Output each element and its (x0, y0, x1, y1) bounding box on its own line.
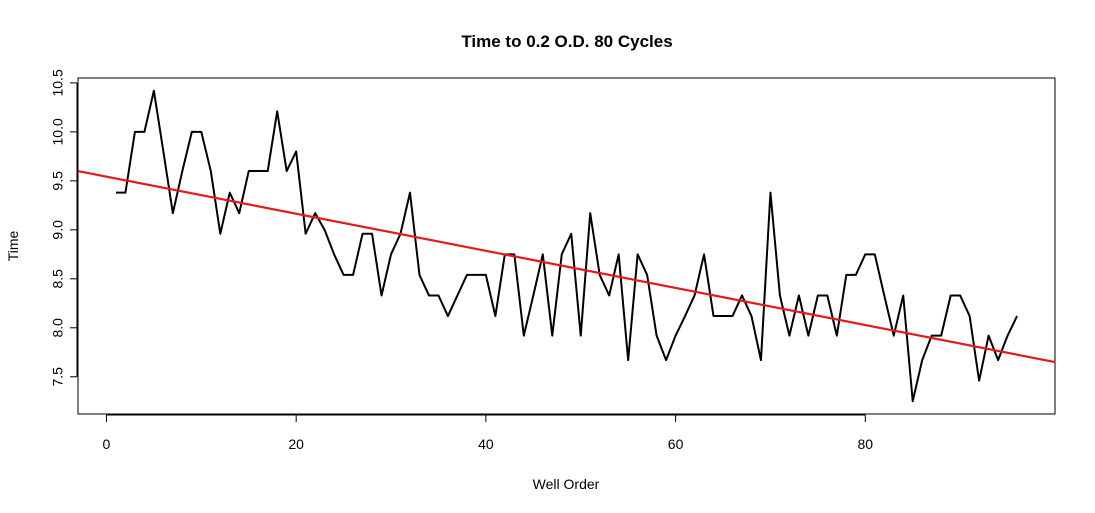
x-tick-label: 20 (288, 436, 304, 452)
x-axis: 0 20 40 60 80 (103, 414, 874, 452)
series-layer (77, 89, 1056, 403)
y-tick-label: 9.5 (50, 171, 66, 191)
series-line-time (115, 89, 1018, 403)
y-tick-label: 8.0 (50, 318, 66, 338)
x-tick-label: 60 (668, 436, 684, 452)
x-tick-label: 80 (858, 436, 874, 452)
y-tick-label: 8.5 (50, 269, 66, 289)
x-axis-label: Well Order (533, 476, 600, 492)
y-tick-label: 10.5 (50, 69, 66, 96)
y-axis-label: Time (5, 230, 21, 261)
x-tick-label: 0 (103, 436, 111, 452)
chart-title: Time to 0.2 O.D. 80 Cycles (461, 32, 672, 51)
x-tick-label: 40 (478, 436, 494, 452)
y-axis: 7.5 8.0 8.5 9.0 9.5 10.0 10.5 (50, 69, 78, 387)
plot-frame (77, 77, 1056, 415)
y-tick-label: 10.0 (50, 118, 66, 145)
y-tick-label: 7.5 (50, 367, 66, 387)
y-tick-label: 9.0 (50, 220, 66, 240)
series-line-trend (77, 169, 1056, 364)
